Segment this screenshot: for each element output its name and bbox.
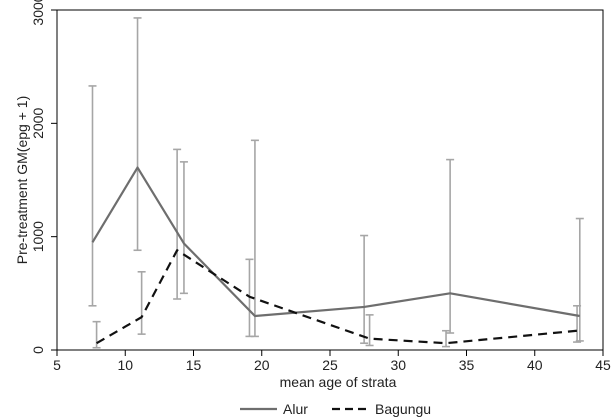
series-line-bagungu	[96, 249, 578, 345]
y-tick-label: 1000	[30, 221, 46, 252]
error-bar-alur	[88, 85, 97, 307]
error-bar-alur	[360, 234, 369, 345]
axes	[51, 9, 604, 356]
error-bar-bagungu	[442, 329, 451, 348]
error-bar-bagungu	[137, 270, 146, 335]
series-lines	[91, 166, 580, 345]
x-tick-label: 10	[117, 357, 133, 373]
error-bar-bagungu	[573, 304, 582, 343]
x-tick-label: 30	[390, 357, 406, 373]
x-tick-label: 45	[595, 357, 611, 373]
series-line-alur	[91, 166, 580, 318]
legend-label-bagungu: Bagungu	[375, 401, 431, 417]
x-tick-label: 35	[459, 357, 475, 373]
y-tick-label: 3000	[30, 0, 46, 26]
x-tick-label: 25	[322, 357, 338, 373]
error-bar-alur	[179, 161, 188, 295]
error-bar-bagungu	[173, 148, 182, 300]
legend-label-alur: Alur	[283, 401, 308, 417]
error-bar-alur	[250, 139, 259, 338]
y-axis-label: Pre-treatment GM(epg + 1)	[14, 96, 30, 264]
plot-frame	[56, 9, 604, 351]
error-bars	[88, 17, 584, 349]
error-bar-bagungu	[365, 314, 374, 347]
error-bar-alur	[446, 158, 455, 334]
error-bar-bagungu	[92, 320, 101, 349]
legend: Alur Bagungu	[240, 401, 431, 417]
error-bar-alur	[133, 17, 142, 252]
x-tick-label: 5	[53, 357, 61, 373]
x-tick-label: 15	[186, 357, 202, 373]
tick-labels: 5 10 15 20 25 30 35 40 45 0 1000 2000 3000	[30, 0, 611, 373]
x-tick-label: 40	[527, 357, 543, 373]
y-tick-label: 2000	[30, 108, 46, 139]
x-axis-label: mean age of strata	[280, 374, 397, 390]
x-tick-label: 20	[254, 357, 270, 373]
y-tick-label: 0	[30, 346, 46, 354]
